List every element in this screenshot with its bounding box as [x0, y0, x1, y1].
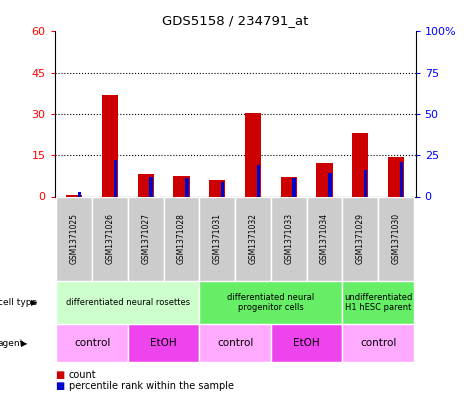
Bar	[342, 281, 414, 324]
Bar	[235, 196, 271, 281]
Bar	[399, 162, 403, 196]
Bar	[271, 324, 342, 362]
Bar	[378, 196, 414, 281]
Bar	[57, 281, 200, 324]
Bar	[342, 196, 378, 281]
Bar	[200, 281, 342, 324]
Bar	[316, 163, 332, 196]
Bar	[57, 324, 128, 362]
Text: count: count	[69, 370, 96, 380]
Bar	[138, 174, 154, 196]
Bar	[271, 196, 306, 281]
Text: ▶: ▶	[21, 339, 28, 347]
Bar	[292, 178, 296, 196]
Text: GSM1371032: GSM1371032	[248, 213, 257, 264]
Text: GSM1371028: GSM1371028	[177, 213, 186, 264]
Text: ▶: ▶	[31, 298, 38, 307]
Text: GSM1371026: GSM1371026	[105, 213, 114, 264]
Bar	[66, 195, 82, 196]
Bar	[78, 191, 81, 196]
Bar	[342, 324, 414, 362]
Bar	[209, 180, 225, 196]
Title: GDS5158 / 234791_at: GDS5158 / 234791_at	[162, 15, 308, 28]
Bar	[221, 182, 224, 196]
Bar	[173, 176, 190, 196]
Bar	[388, 156, 404, 196]
Text: differentiated neural
progenitor cells: differentiated neural progenitor cells	[227, 293, 314, 312]
Text: control: control	[217, 338, 253, 348]
Bar	[281, 177, 297, 196]
Bar	[306, 196, 342, 281]
Bar	[102, 95, 118, 196]
Text: GSM1371029: GSM1371029	[356, 213, 365, 264]
Bar	[92, 196, 128, 281]
Text: EtOH: EtOH	[293, 338, 320, 348]
Bar	[200, 324, 271, 362]
Bar	[245, 113, 261, 196]
Bar	[164, 196, 200, 281]
Text: control: control	[74, 338, 110, 348]
Text: GSM1371034: GSM1371034	[320, 213, 329, 264]
Bar	[328, 173, 332, 196]
Text: cell type: cell type	[0, 298, 37, 307]
Text: GSM1371027: GSM1371027	[141, 213, 150, 264]
Text: percentile rank within the sample: percentile rank within the sample	[69, 381, 234, 391]
Text: GSM1371031: GSM1371031	[213, 213, 222, 264]
Bar	[352, 133, 368, 196]
Bar	[200, 196, 235, 281]
Bar	[57, 196, 92, 281]
Bar	[128, 324, 200, 362]
Text: ■: ■	[55, 381, 64, 391]
Text: differentiated neural rosettes: differentiated neural rosettes	[66, 298, 190, 307]
Text: GSM1371025: GSM1371025	[70, 213, 79, 264]
Bar	[128, 196, 164, 281]
Text: control: control	[360, 338, 396, 348]
Text: agent: agent	[0, 339, 24, 347]
Text: GSM1371033: GSM1371033	[284, 213, 293, 264]
Bar	[114, 160, 117, 196]
Bar	[256, 165, 260, 196]
Bar	[185, 178, 189, 196]
Text: ■: ■	[55, 370, 64, 380]
Text: GSM1371030: GSM1371030	[391, 213, 400, 264]
Bar	[149, 177, 153, 196]
Bar	[364, 170, 367, 196]
Text: EtOH: EtOH	[150, 338, 177, 348]
Text: undifferentiated
H1 hESC parent: undifferentiated H1 hESC parent	[344, 293, 412, 312]
